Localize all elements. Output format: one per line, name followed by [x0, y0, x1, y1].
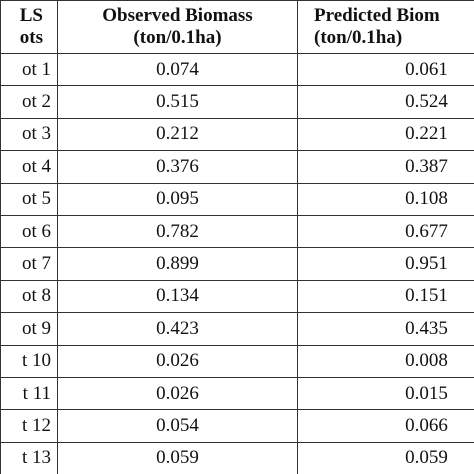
table-cell: 0.387	[297, 150, 474, 184]
header-text: ots	[19, 27, 43, 48]
table-row: ot 4 0.376 0.387	[0, 150, 474, 184]
header-text: (ton/0.1ha)	[133, 27, 222, 48]
table-row: t 10 0.026 0.008	[0, 344, 474, 378]
table-cell: 0.108	[297, 182, 474, 216]
table-cell: 0.151	[297, 279, 474, 314]
table-cell: 0.212	[57, 117, 298, 152]
table-cell: 0.423	[57, 312, 298, 346]
header-cell: Predicted Biom (ton/0.1ha)	[297, 0, 474, 54]
table-cell: 0.008	[297, 344, 474, 378]
table-cell: 0.066	[297, 409, 474, 443]
table-cell: 0.074	[57, 52, 298, 87]
table-cell: ot 9	[0, 312, 58, 346]
table-cell: t 13	[0, 441, 58, 474]
table-row: ot 8 0.134 0.151	[0, 279, 474, 314]
table-cell: ot 5	[0, 182, 58, 216]
table-cell: 0.095	[57, 182, 298, 216]
header-cell: Observed Biomass (ton/0.1ha)	[57, 0, 298, 54]
table-row: ot 3 0.212 0.221	[0, 117, 474, 152]
table-cell: 0.515	[57, 85, 298, 119]
header-text: (ton/0.1ha)	[314, 27, 403, 48]
table-row: ot 1 0.074 0.061	[0, 52, 474, 87]
table-row: t 13 0.059 0.059	[0, 441, 474, 474]
table-cell: ot 6	[0, 214, 58, 249]
header-text: Predicted Biom	[314, 5, 440, 26]
table-cell: 0.376	[57, 150, 298, 184]
table-row: ot 5 0.095 0.108	[0, 182, 474, 216]
table-row: ot 6 0.782 0.677	[0, 214, 474, 249]
table-cell: 0.026	[57, 344, 298, 378]
table-cell: 0.061	[297, 52, 474, 87]
table-cell: t 12	[0, 409, 58, 443]
table-cell: 0.782	[57, 214, 298, 249]
header-cell: LS ots	[0, 0, 58, 54]
table-row: ot 9 0.423 0.435	[0, 312, 474, 346]
table-cell: 0.677	[297, 214, 474, 249]
table-cell: t 10	[0, 344, 58, 378]
header-text: LS	[19, 5, 43, 26]
table-cell: 0.524	[297, 85, 474, 119]
table-cell: 0.015	[297, 376, 474, 411]
table-cell: 0.221	[297, 117, 474, 152]
table-row: t 12 0.054 0.066	[0, 409, 474, 443]
table-cell: t 11	[0, 376, 58, 411]
table-cell: ot 8	[0, 279, 58, 314]
table-cell: 0.059	[57, 441, 298, 474]
table-cell: 0.054	[57, 409, 298, 443]
table-cell: 0.134	[57, 279, 298, 314]
table-cell: 0.059	[297, 441, 474, 474]
table-row: ot 7 0.899 0.951	[0, 247, 474, 281]
table-cell: 0.899	[57, 247, 298, 281]
table-cell: ot 7	[0, 247, 58, 281]
table-cell: 0.951	[297, 247, 474, 281]
table-cell: 0.026	[57, 376, 298, 411]
header-row: LS ots Observed Biomass (ton/0.1ha) Predicte…	[0, 0, 474, 54]
table-cell: ot 4	[0, 150, 58, 184]
table-cell: ot 1	[0, 52, 58, 87]
table-cell: ot 2	[0, 85, 58, 119]
table-row: ot 2 0.515 0.524	[0, 85, 474, 119]
table-row: t 11 0.026 0.015	[0, 376, 474, 411]
table-cell: 0.435	[297, 312, 474, 346]
table-cell: ot 3	[0, 117, 58, 152]
header-text: Observed Biomass	[102, 5, 253, 26]
